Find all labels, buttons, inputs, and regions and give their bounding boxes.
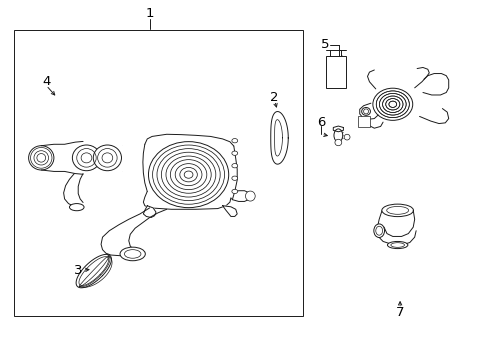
Text: 7: 7 [395,306,404,319]
Ellipse shape [372,88,412,120]
Ellipse shape [148,141,228,208]
Ellipse shape [231,189,237,194]
Text: 1: 1 [145,8,154,21]
Polygon shape [143,206,156,217]
Text: 4: 4 [42,75,50,88]
Polygon shape [270,112,287,164]
Bar [357,116,369,127]
Ellipse shape [361,108,370,115]
Polygon shape [422,73,448,95]
Ellipse shape [93,145,121,171]
Polygon shape [41,141,83,174]
Ellipse shape [386,242,407,249]
Text: 2: 2 [270,91,278,104]
Bar [14,30,302,316]
Ellipse shape [29,146,54,170]
Polygon shape [76,255,111,288]
Polygon shape [143,192,232,209]
Text: 3: 3 [74,264,82,276]
Polygon shape [333,126,343,132]
Bar [325,57,345,88]
Ellipse shape [373,224,384,238]
Text: 6: 6 [317,116,325,129]
Ellipse shape [120,247,145,261]
Ellipse shape [381,204,413,217]
Polygon shape [232,191,249,202]
Ellipse shape [334,139,341,146]
Polygon shape [376,210,415,245]
Ellipse shape [231,176,237,180]
Ellipse shape [69,203,84,211]
Ellipse shape [333,129,342,142]
Ellipse shape [72,145,101,171]
Text: 5: 5 [320,39,328,51]
Ellipse shape [231,163,237,168]
Ellipse shape [344,134,349,140]
Polygon shape [83,145,122,171]
Ellipse shape [231,139,237,143]
Ellipse shape [231,151,237,156]
Ellipse shape [245,191,255,201]
Polygon shape [222,206,237,216]
